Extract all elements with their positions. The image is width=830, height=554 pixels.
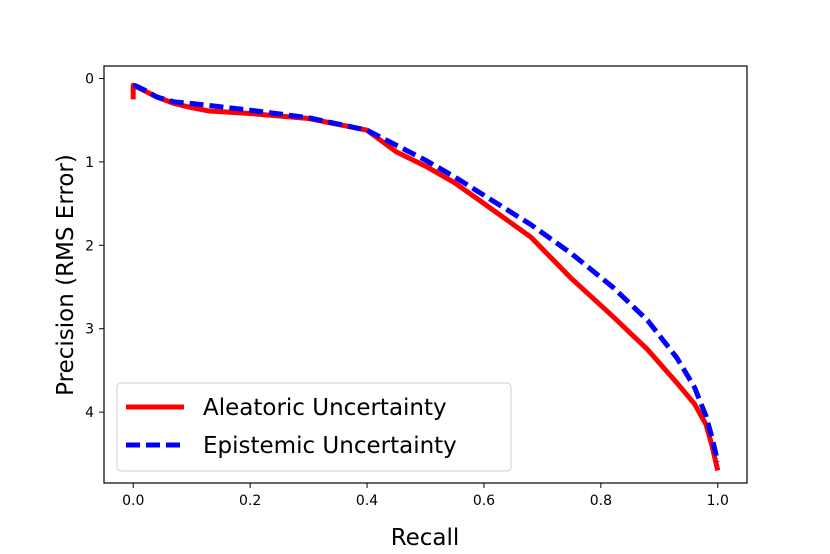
x-tick-label: 0.4 xyxy=(356,493,378,509)
legend-label-epistemic: Epistemic Uncertainty xyxy=(203,433,457,459)
series-line-epistemic xyxy=(132,82,721,463)
y-tick-label: 1 xyxy=(85,155,94,171)
x-tick-label: 0.6 xyxy=(473,493,495,509)
x-tick-label: 1.0 xyxy=(707,493,729,509)
plot-frame xyxy=(103,65,748,484)
y-tick-label: 2 xyxy=(85,238,94,254)
y-tick-label: 3 xyxy=(85,322,94,338)
x-tick-label: 0.8 xyxy=(590,493,612,509)
x-axis-title: Recall xyxy=(391,525,460,551)
x-axis-ticks: 0.0 0.2 0.4 0.6 0.8 1.0 xyxy=(122,483,729,509)
legend: Aleatoric Uncertainty Epistemic Uncertai… xyxy=(116,382,512,472)
y-tick-label: 0 xyxy=(85,72,94,88)
y-tick-label: 4 xyxy=(85,405,94,421)
y-axis-ticks: 0 1 2 3 4 xyxy=(85,72,104,421)
y-axis-title: Precision (RMS Error) xyxy=(53,154,79,396)
legend-box xyxy=(116,382,512,472)
x-tick-label: 0.0 xyxy=(122,493,144,509)
series-layer xyxy=(130,82,721,472)
x-tick-label: 0.2 xyxy=(239,493,261,509)
legend-label-aleatoric: Aleatoric Uncertainty xyxy=(203,395,447,421)
